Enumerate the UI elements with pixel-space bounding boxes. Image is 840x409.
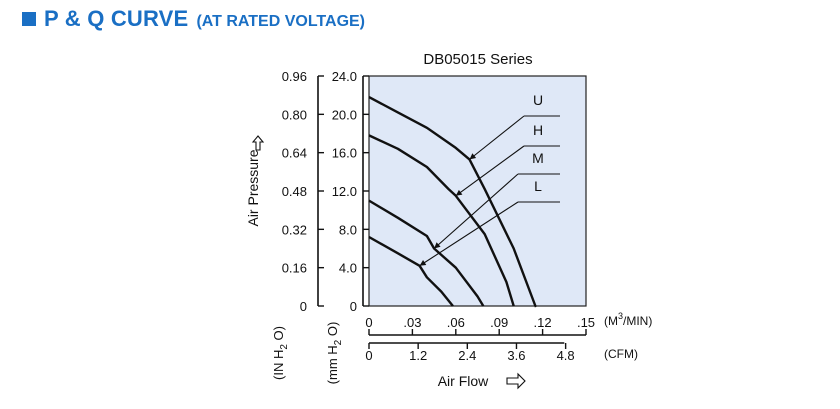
y-tick-label-in: 0.96 xyxy=(282,69,307,84)
series-label-u: U xyxy=(533,92,543,108)
x-axis-label: Air Flow xyxy=(438,373,489,389)
y-tick-label-mm: 8.0 xyxy=(339,222,357,237)
y-unit-in-label: (IN H2 O) xyxy=(271,326,290,380)
arrowhead xyxy=(419,259,427,266)
leader-diagonal xyxy=(433,173,519,249)
label-bg xyxy=(530,92,546,108)
series-line-h xyxy=(368,134,515,307)
plot-frame xyxy=(368,75,587,307)
leader-diagonal xyxy=(419,201,519,267)
arrowhead xyxy=(455,189,463,196)
x-unit-secondary: (CFM) xyxy=(604,347,638,361)
x-tick-label-m3: .03 xyxy=(403,315,421,330)
arrow-up-icon xyxy=(251,135,265,151)
y-tick-label-in: 0.80 xyxy=(282,107,307,122)
leader-diagonal xyxy=(455,145,525,197)
plot-background xyxy=(369,76,586,306)
y-unit-mm-label: (mm H2 O) xyxy=(325,322,344,385)
x-tick-label-m3: .06 xyxy=(447,315,465,330)
x-tick-label-cfm: 3.6 xyxy=(507,348,525,363)
section-heading: P & Q CURVE (AT RATED VOLTAGE) xyxy=(22,6,365,32)
series-label-m: M xyxy=(532,150,544,166)
y-tick-label-mm: 4.0 xyxy=(339,261,357,276)
series-line-u xyxy=(368,96,537,308)
y-tick-label-in: 0.16 xyxy=(282,261,307,276)
y-tick-label-mm: 12.0 xyxy=(332,184,357,199)
y-axis-title: Air Pressure xyxy=(245,149,261,226)
arrow-right-shape xyxy=(506,372,526,390)
y-tick-label-in: 0.48 xyxy=(282,184,307,199)
x-tick-label-m3: 0 xyxy=(365,315,372,330)
label-bg xyxy=(530,150,546,166)
label-bg xyxy=(530,122,546,138)
leader-diagonal xyxy=(469,115,525,160)
y-tick-label-mm: 16.0 xyxy=(332,146,357,161)
label-bg xyxy=(530,178,546,194)
arrow-right-icon xyxy=(506,372,526,390)
series-label-l: L xyxy=(534,178,542,194)
x-tick-label-cfm: 4.8 xyxy=(557,348,575,363)
page-subtitle: (AT RATED VOLTAGE) xyxy=(196,13,366,30)
square-bullet-icon xyxy=(22,12,36,26)
x-tick-label-m3: .12 xyxy=(534,315,552,330)
x-unit-primary: (M3/MIN) xyxy=(604,311,652,328)
y-tick-label-in: 0 xyxy=(300,299,307,314)
y-tick-label-in: 0.64 xyxy=(282,146,307,161)
x-tick-label-m3: .15 xyxy=(577,315,595,330)
y-tick-label-mm: 20.0 xyxy=(332,107,357,122)
arrowhead xyxy=(434,242,441,249)
arrowhead xyxy=(469,153,477,160)
y-tick-label-mm: 24.0 xyxy=(332,69,357,84)
chart-title: DB05015 Series xyxy=(423,51,532,68)
x-tick-label-cfm: 2.4 xyxy=(458,348,476,363)
y-unit-mm: (mm H2 O) xyxy=(325,322,344,385)
page-title: P & Q CURVE xyxy=(44,6,189,31)
x-tick-label-cfm: 0 xyxy=(365,348,372,363)
y-axis-label: Air Pressure xyxy=(245,149,261,226)
y-tick-label-mm: 0 xyxy=(350,299,357,314)
axes: 0 00.16 4.00.32 8.00.48 12.00.64 16.00.80 20.0… xyxy=(282,69,595,363)
y-tick-label-in: 0.32 xyxy=(282,222,307,237)
x-tick-label-cfm: 1.2 xyxy=(409,348,427,363)
y-unit-in: (IN H2 O) xyxy=(271,326,290,380)
arrow-up-shape xyxy=(251,135,265,151)
series-label-h: H xyxy=(533,122,543,138)
series-line-l xyxy=(368,235,454,307)
x-tick-label-m3: .09 xyxy=(490,315,508,330)
